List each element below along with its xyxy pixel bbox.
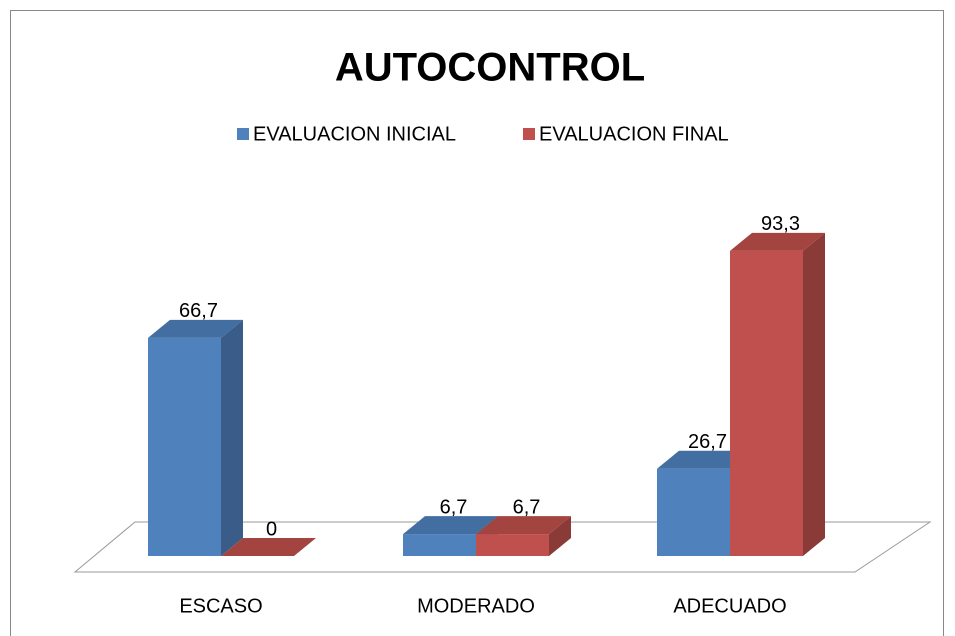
data-label: 66,7 [179,300,218,322]
x-tick-label: ADECUADO [673,595,786,617]
bar-top [403,516,498,535]
bar-side [803,232,825,556]
bar-top [476,516,571,535]
bar-top [221,538,316,556]
legend-label: EVALUACION FINAL [539,123,729,145]
x-tick-label: ESCASO [179,595,262,617]
legend-label: EVALUACION INICIAL [253,123,456,145]
bar-top [730,232,825,251]
bar-front [730,250,803,556]
chart-title: AUTOCONTROL [335,46,645,90]
data-label: 26,7 [688,431,727,453]
bar-top [657,450,752,469]
bar [476,516,571,556]
bar [148,319,243,556]
data-label: 6,7 [513,496,541,518]
legend-swatch [523,128,535,140]
x-tick-label: MODERADO [417,595,535,617]
bar-front [657,468,730,556]
bar-side [221,319,243,556]
bar-side [549,516,571,556]
bar-front [476,534,549,556]
bar-front [148,337,221,556]
bar-front [403,534,476,556]
data-label: 6,7 [440,496,468,518]
bar [221,538,316,556]
legend-swatch [237,128,249,140]
data-label: 0 [266,518,277,540]
bar-top [148,319,243,338]
bar [730,232,825,556]
data-label: 93,3 [761,213,800,235]
